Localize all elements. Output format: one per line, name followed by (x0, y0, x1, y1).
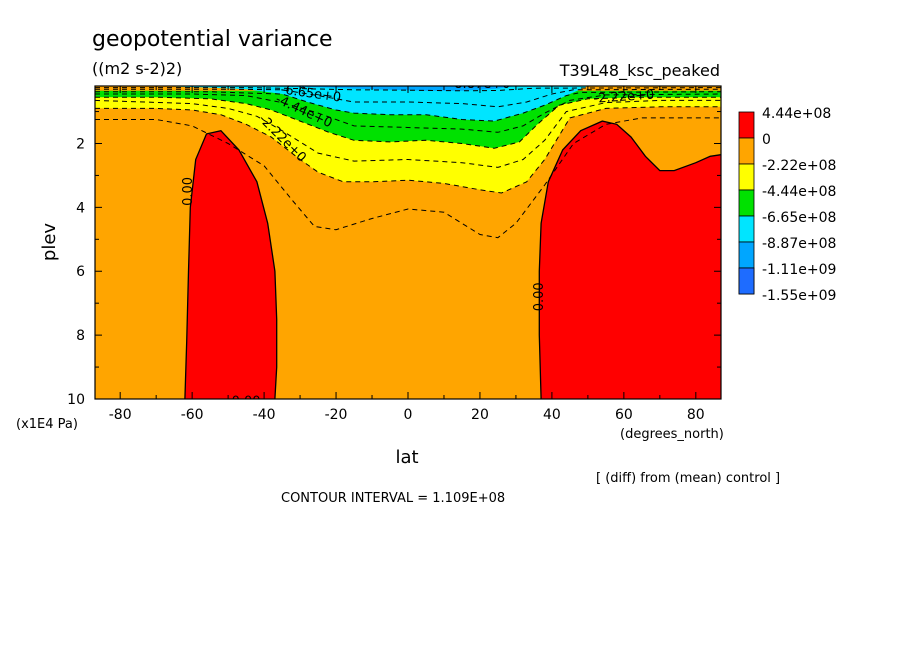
legend-label: -8.87e+08 (762, 236, 836, 252)
y-tick-label: 6 (76, 264, 85, 280)
legend-label: -2.22e+08 (762, 158, 836, 174)
x-tick-label: 80 (687, 407, 705, 423)
color-legend: 4.44e+08 0 -2.22e+08 -4.44e+08 -6.65e+08 -8.8… (738, 106, 836, 304)
contour-minus-4.4 (95, 96, 721, 149)
x-tick-label: 0 (404, 407, 413, 423)
y-tick-label: 2 (76, 136, 85, 152)
x-axis-label: lat (395, 447, 418, 468)
legend-swatch (738, 215, 755, 243)
legend-label: -1.55e+09 (762, 288, 836, 304)
contour-minus-7.7 (95, 88, 721, 108)
legend-label: -1.11e+09 (762, 262, 836, 278)
region-band-yellow (95, 95, 721, 193)
contour-label: 0.00 (232, 395, 261, 410)
legend-swatch (738, 163, 755, 191)
y-tick-label: 4 (76, 200, 85, 216)
x-axis-units: (degrees_north) (620, 427, 724, 442)
x-tick-label: 20 (471, 407, 489, 423)
contour-zero-north (538, 120, 721, 399)
legend-swatch (738, 241, 755, 269)
region-band-cyan (156, 86, 588, 122)
legend-swatch (738, 267, 755, 295)
contour-minus-5.5 (95, 93, 721, 133)
legend-label: -6.65e+08 (762, 210, 836, 226)
y-tick-label: 8 (76, 328, 85, 344)
run-name: T39L48_ksc_peaked (559, 61, 720, 81)
x-axis-ticks: -80 -60 -40 -20 0 20 40 60 80 (109, 86, 705, 423)
region-band-blue (246, 86, 516, 91)
y-axis-label: plev (39, 223, 60, 262)
x-tick-label: -40 (253, 407, 276, 423)
contour-label: 0.00 (532, 282, 547, 311)
x-tick-label: 60 (615, 407, 633, 423)
diff-note: [ (diff) from (mean) control ] (596, 471, 780, 486)
chart-subtitle: ((m2 s-2)2) (92, 59, 182, 78)
chart-title: geopotential variance (92, 27, 333, 52)
legend-swatch (738, 189, 755, 217)
contour-label: 0.00 (181, 177, 196, 206)
contour-interval: CONTOUR INTERVAL = 1.109E+08 (281, 491, 505, 506)
region-positive-south (184, 130, 277, 399)
contour-minus-6.6 (95, 91, 721, 122)
contour-minus-2.2 (95, 106, 721, 194)
legend-label: 4.44e+08 (762, 106, 831, 122)
y-axis-ticks: 2 4 6 8 10 (67, 111, 721, 408)
region-band-green (95, 90, 721, 149)
filled-regions (95, 86, 721, 399)
contour-minus-1.1 (95, 117, 721, 239)
y-tick-label: 10 (67, 392, 85, 408)
legend-swatch (738, 111, 755, 139)
x-tick-label: -80 (109, 407, 132, 423)
legend-label: -4.44e+08 (762, 184, 836, 200)
x-tick-label: -20 (325, 407, 348, 423)
legend-swatch (738, 137, 755, 165)
legend-label: 0 (762, 132, 771, 148)
contour-lines (95, 87, 721, 399)
region-positive-north (539, 121, 721, 399)
y-axis-units: (x1E4 Pa) (16, 417, 78, 432)
contour-minus-3.3 (95, 99, 721, 168)
contour-label: -2.22e+0 (593, 88, 655, 107)
x-tick-label: 40 (543, 407, 561, 423)
contour-minus-8.8 (95, 87, 721, 92)
contour-zero-south (184, 129, 278, 399)
x-tick-label: -60 (181, 407, 204, 423)
